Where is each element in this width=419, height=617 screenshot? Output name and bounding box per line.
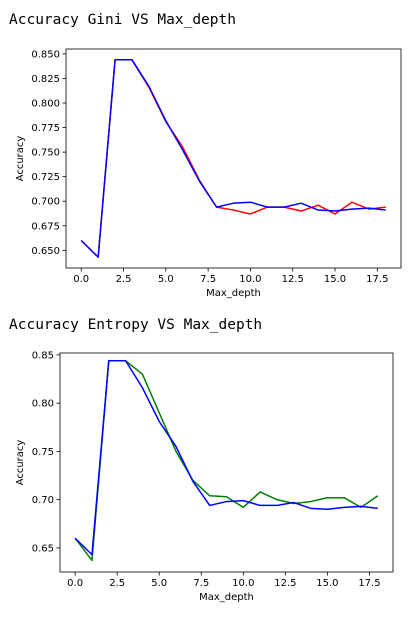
gini-xtick-label: 17.5 [366, 274, 388, 285]
gini-x-axis-label: Max_depth [206, 288, 261, 299]
entropy-ytick-label: 0.65 [32, 543, 54, 554]
gini-series-line-1 [80, 59, 386, 258]
gini-series-line-0 [80, 59, 386, 258]
gini-xtick-label: 2.5 [116, 274, 132, 285]
gini-ytick-label: 0.675 [31, 221, 60, 232]
gini-xtick-label: 0.0 [73, 274, 89, 285]
gini-plot-frame [65, 48, 402, 269]
entropy-plot-frame [59, 352, 394, 573]
gini-ytick-label: 0.700 [31, 197, 60, 208]
gini-xtick-label: 7.5 [200, 274, 216, 285]
gini-xtick-label: 5.0 [158, 274, 174, 285]
entropy-xtick-label: 17.5 [358, 578, 380, 589]
gini-ytick-label: 0.850 [31, 49, 60, 60]
entropy-xtick-label: 0.0 [67, 578, 83, 589]
gini-ytick-label: 0.650 [31, 246, 60, 257]
chart-title-gini: Accuracy Gini VS Max_depth [9, 12, 236, 28]
entropy-xtick-label: 15.0 [316, 578, 338, 589]
entropy-xtick-label: 5.0 [151, 578, 167, 589]
gini-xtick-label: 15.0 [324, 274, 346, 285]
gini-chart: 0.0 2.5 5.0 7.5 10.0 12.5 15.0 17.5 0.650 0.675 0.… [15, 48, 402, 299]
entropy-x-axis-label: Max_depth [199, 592, 254, 603]
gini-ytick-label: 0.775 [31, 123, 60, 134]
entropy-ytick-label: 0.85 [32, 350, 54, 361]
gini-ytick-label: 0.800 [31, 99, 60, 110]
gini-y-axis-label: Accuracy [15, 136, 26, 182]
entropy-series-line-0 [74, 359, 379, 562]
entropy-ytick-label: 0.80 [32, 399, 54, 410]
entropy-xtick-label: 7.5 [193, 578, 209, 589]
entropy-ytick-label: 0.75 [32, 447, 54, 458]
gini-xtick-label: 10.0 [239, 274, 261, 285]
entropy-series-line-1 [74, 359, 378, 556]
entropy-xtick-label: 2.5 [109, 578, 125, 589]
gini-ytick-label: 0.825 [31, 74, 60, 85]
chart-title-entropy: Accuracy Entropy VS Max_depth [9, 317, 263, 333]
entropy-xtick-label: 12.5 [274, 578, 296, 589]
entropy-chart: 0.0 2.5 5.0 7.5 10.0 12.5 15.0 17.5 0.65 0.70 0.75… [15, 350, 394, 603]
gini-ytick-label: 0.750 [31, 148, 60, 159]
entropy-y-axis-label: Accuracy [15, 440, 26, 486]
gini-xtick-label: 12.5 [282, 274, 304, 285]
gini-ytick-label: 0.725 [31, 172, 60, 183]
entropy-xtick-label: 10.0 [232, 578, 254, 589]
entropy-ytick-label: 0.70 [32, 495, 54, 506]
